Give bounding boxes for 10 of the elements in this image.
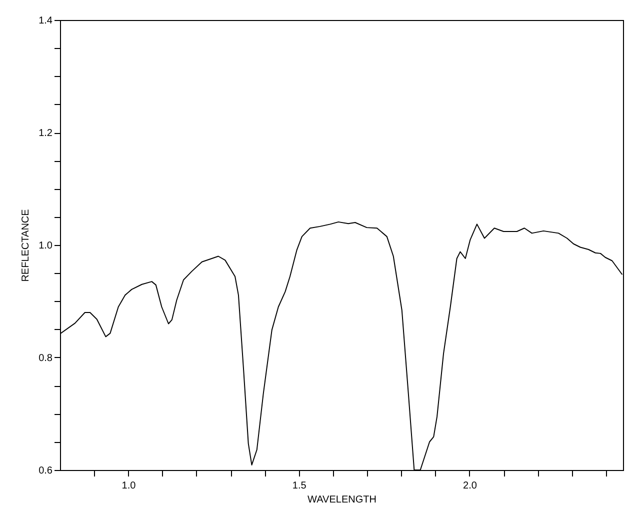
x-tick-label: 2.0 (463, 480, 478, 492)
y-tick-label: 1.0 (38, 240, 53, 252)
y-tick-label: 1.2 (38, 128, 53, 139)
x-tick-label: 1.5 (292, 480, 307, 492)
y-tick-label: 1.4 (38, 16, 53, 26)
x-axis-title: WAVELENGTH (308, 494, 376, 506)
y-tick-label: 0.8 (38, 353, 53, 364)
y-axis-title: REFLECTANCE (20, 208, 32, 282)
x-tick-label: 1.0 (122, 480, 136, 492)
y-tick-label: 0.6 (38, 466, 53, 476)
